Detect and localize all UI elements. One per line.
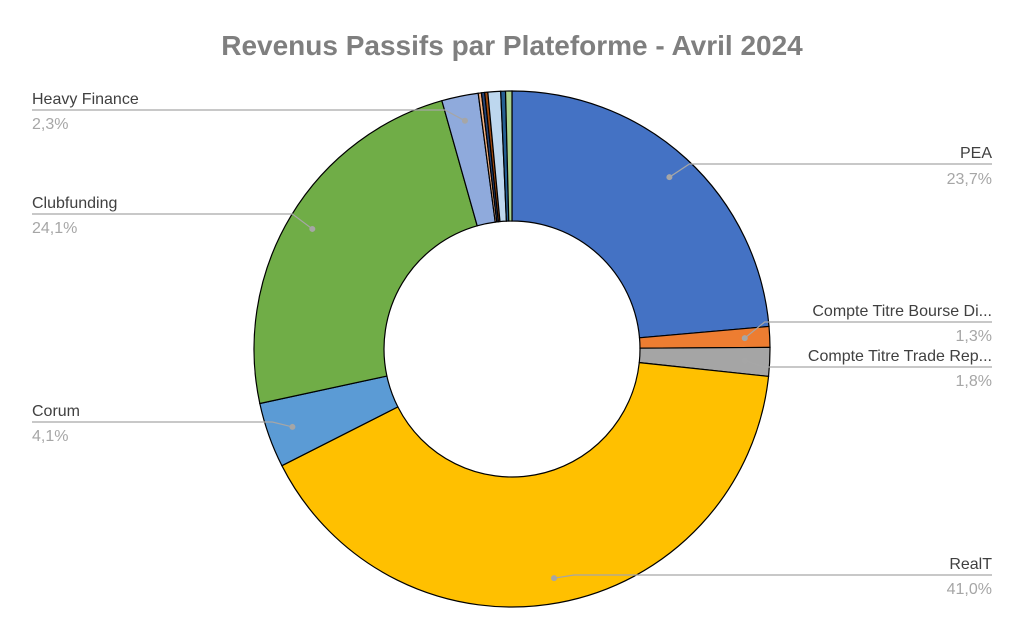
donut-slice	[253, 99, 478, 405]
slice-label: PEA 23,7%	[666, 145, 992, 188]
leader-dot	[741, 335, 748, 342]
slice-label-name: RealT	[949, 556, 992, 573]
leader-dot	[666, 174, 673, 181]
slice-label: RealT 41,0%	[551, 556, 992, 598]
leader-line	[744, 321, 992, 339]
leader-dot	[551, 575, 558, 582]
slice-label: Corum 4,1%	[32, 403, 296, 445]
slice-label-percent: 1,8%	[956, 373, 992, 390]
slice-label-name: PEA	[960, 145, 992, 162]
leader-dot	[741, 357, 748, 364]
leader-dot	[309, 225, 316, 232]
slice-label-name: Corum	[32, 403, 80, 420]
slice-label-percent: 23,7%	[947, 171, 992, 188]
slice-label: Compte Titre Bourse Di... 1,3%	[741, 303, 992, 345]
slice-label: Clubfunding 24,1%	[32, 195, 316, 237]
donut-slice	[511, 90, 770, 339]
slice-label: Compte Titre Trade Rep... 1,8%	[741, 348, 992, 390]
leader-line	[32, 109, 466, 122]
slice-label-percent: 1,3%	[956, 328, 992, 345]
slice-label-name: Compte Titre Trade Rep...	[808, 348, 992, 365]
slice-label: Heavy Finance 2,3%	[32, 91, 468, 133]
slice-label-name: Clubfunding	[32, 195, 117, 212]
leader-dot	[289, 423, 296, 430]
donut-slice	[504, 90, 513, 222]
slice-label-percent: 24,1%	[32, 220, 77, 237]
leader-line	[32, 421, 293, 428]
slice-label-name: Compte Titre Bourse Di...	[812, 303, 992, 320]
slice-label-percent: 2,3%	[32, 116, 68, 133]
leader-line	[553, 574, 992, 579]
leader-line	[669, 163, 992, 178]
leader-dot	[461, 117, 468, 124]
slice-label-percent: 4,1%	[32, 428, 68, 445]
chart-title: Revenus Passifs par Plateforme - Avril 2…	[221, 30, 803, 61]
slice-label-percent: 41,0%	[947, 581, 992, 598]
leader-line	[744, 360, 992, 368]
donut-slice	[281, 361, 770, 608]
slice-label-name: Heavy Finance	[32, 91, 139, 108]
leader-line	[32, 213, 313, 230]
